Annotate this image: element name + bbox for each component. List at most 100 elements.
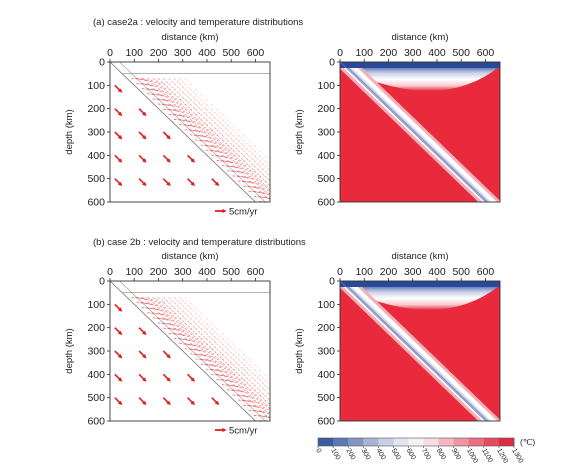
wedge-flow-arrow <box>232 165 244 170</box>
wedge-flow-arrow <box>221 155 234 160</box>
wedge-flow-arrow <box>211 119 217 125</box>
slab-thermal-band <box>341 281 489 421</box>
wedge-flow-arrow <box>253 363 258 368</box>
wedge-flow-arrow <box>243 139 248 145</box>
y-tick-label: 0 <box>329 276 335 288</box>
wedge-flow-arrow <box>152 83 163 89</box>
wedge-flow-arrow <box>195 124 206 130</box>
wedge-flow-arrow <box>200 119 208 126</box>
wedge-flow-arrow <box>253 180 264 187</box>
wedge-flow-arrow <box>152 312 165 316</box>
wedge-flow-arrow <box>200 322 206 328</box>
wedge-flow-arrow <box>216 363 227 370</box>
wedge-flow-arrow <box>264 409 270 414</box>
wedge-flow-arrow <box>232 160 243 166</box>
wedge-flow-arrow <box>163 307 172 314</box>
x-axis-label: distance (km) <box>391 251 448 262</box>
colorbar-tick-label: 700 <box>420 448 432 462</box>
wedge-flow-arrow <box>227 124 232 129</box>
arrow-head <box>142 377 147 382</box>
wedge-flow-arrow <box>179 124 193 127</box>
wedge-flow-arrow <box>157 312 170 318</box>
wedge-flow-arrow <box>179 327 190 334</box>
y-tick-label: 400 <box>87 369 105 381</box>
x-tick-label: 400 <box>198 266 216 278</box>
wedge-flow-arrow <box>141 307 156 310</box>
wedge-flow-arrow <box>173 307 181 314</box>
wedge-flow-arrow <box>253 399 264 406</box>
wedge-flow-arrow <box>253 415 268 418</box>
wedge-flow-arrow <box>243 185 257 188</box>
wedge-flow-arrow <box>211 129 219 136</box>
arrow-head <box>118 158 123 163</box>
colorbar-tick-label: 1300 <box>510 448 524 465</box>
wedge-flow-arrow <box>269 400 270 401</box>
colorbar-unit: (℃) <box>520 437 535 447</box>
wedge-flow-arrow <box>168 317 179 324</box>
wedge-flow-arrow <box>259 404 270 411</box>
colorbar-tick-label: 1200 <box>495 448 509 465</box>
wedge-flow-arrow <box>152 93 165 97</box>
wedge-flow-arrow <box>168 322 180 328</box>
wedge-flow-arrow <box>253 155 259 161</box>
wedge-flow-arrow <box>227 149 236 157</box>
wedge-flow-arrow <box>184 93 191 100</box>
y-tick-label: 500 <box>87 173 105 185</box>
wedge-flow-arrow <box>211 327 216 333</box>
colorbar-swatch <box>453 438 470 446</box>
wedge-flow-arrow <box>200 129 211 135</box>
wedge-flow-arrow <box>184 343 197 347</box>
wedge-flow-arrow <box>232 155 242 162</box>
panel-0: 5cm/yr distance (km) depth (km) 0 100 200 300 4… <box>64 17 303 218</box>
wedge-flow-arrow <box>179 93 186 100</box>
wedge-flow-arrow <box>195 129 207 134</box>
wedge-flow-arrow <box>141 88 156 91</box>
x-tick-label: 500 <box>222 266 240 278</box>
wedge-flow-arrow <box>232 353 238 359</box>
wedge-flow-arrow <box>216 119 222 125</box>
wedge-flow-arrow <box>173 322 184 329</box>
wedge-flow-arrow <box>243 155 250 162</box>
wedge-flow-arrow <box>136 302 150 305</box>
wedge-flow-arrow <box>189 353 204 356</box>
wedge-flow-arrow <box>200 317 205 323</box>
wedge-flow-arrow <box>248 144 253 150</box>
wedge-flow-arrow <box>237 144 244 151</box>
wedge-flow-arrow <box>259 379 265 385</box>
wedge-flow-arrow <box>184 307 190 313</box>
wedge-flow-arrow <box>237 180 252 183</box>
wedge-flow-arrow <box>243 363 249 369</box>
wedge-flow-arrow <box>189 93 195 99</box>
wedge-flow-arrow <box>200 312 205 317</box>
colorbar-tick-label: 400 <box>375 448 387 462</box>
wedge-flow-arrow <box>200 124 210 131</box>
wedge-flow-arrow <box>157 317 171 321</box>
wedge-flow-arrow <box>179 307 185 314</box>
wedge-flow-arrow <box>221 119 227 124</box>
slab-thermal-band <box>341 62 489 202</box>
wedge-flow-arrow <box>227 348 233 354</box>
wedge-flow-arrow <box>179 322 188 329</box>
wedge-flow-arrow <box>131 296 145 300</box>
x-tick-label: 600 <box>477 266 495 278</box>
arrow-head <box>215 400 220 406</box>
wedge-flow-arrow <box>205 114 212 120</box>
wedge-flow-arrow <box>232 363 239 371</box>
wedge-flow-arrow <box>221 384 236 387</box>
wedge-flow-arrow <box>259 190 270 196</box>
wedge-flow-arrow <box>243 389 254 395</box>
x-tick-label: 400 <box>428 47 446 59</box>
wedge-flow-arrow <box>157 307 168 313</box>
wedge-flow-arrow <box>205 134 216 141</box>
wedge-flow-arrow <box>227 119 232 124</box>
wedge-flow-arrow <box>253 368 259 374</box>
y-tick-label: 500 <box>317 392 335 404</box>
arrow-head <box>142 400 147 406</box>
wedge-flow-arrow <box>211 134 220 141</box>
wedge-flow-arrow <box>221 353 229 360</box>
temperature-field <box>340 62 500 202</box>
wedge-flow-arrow <box>141 302 155 306</box>
wedge-flow-arrow <box>205 333 212 339</box>
wedge-flow-arrow <box>189 343 202 348</box>
wedge-flow-arrow <box>147 78 158 84</box>
